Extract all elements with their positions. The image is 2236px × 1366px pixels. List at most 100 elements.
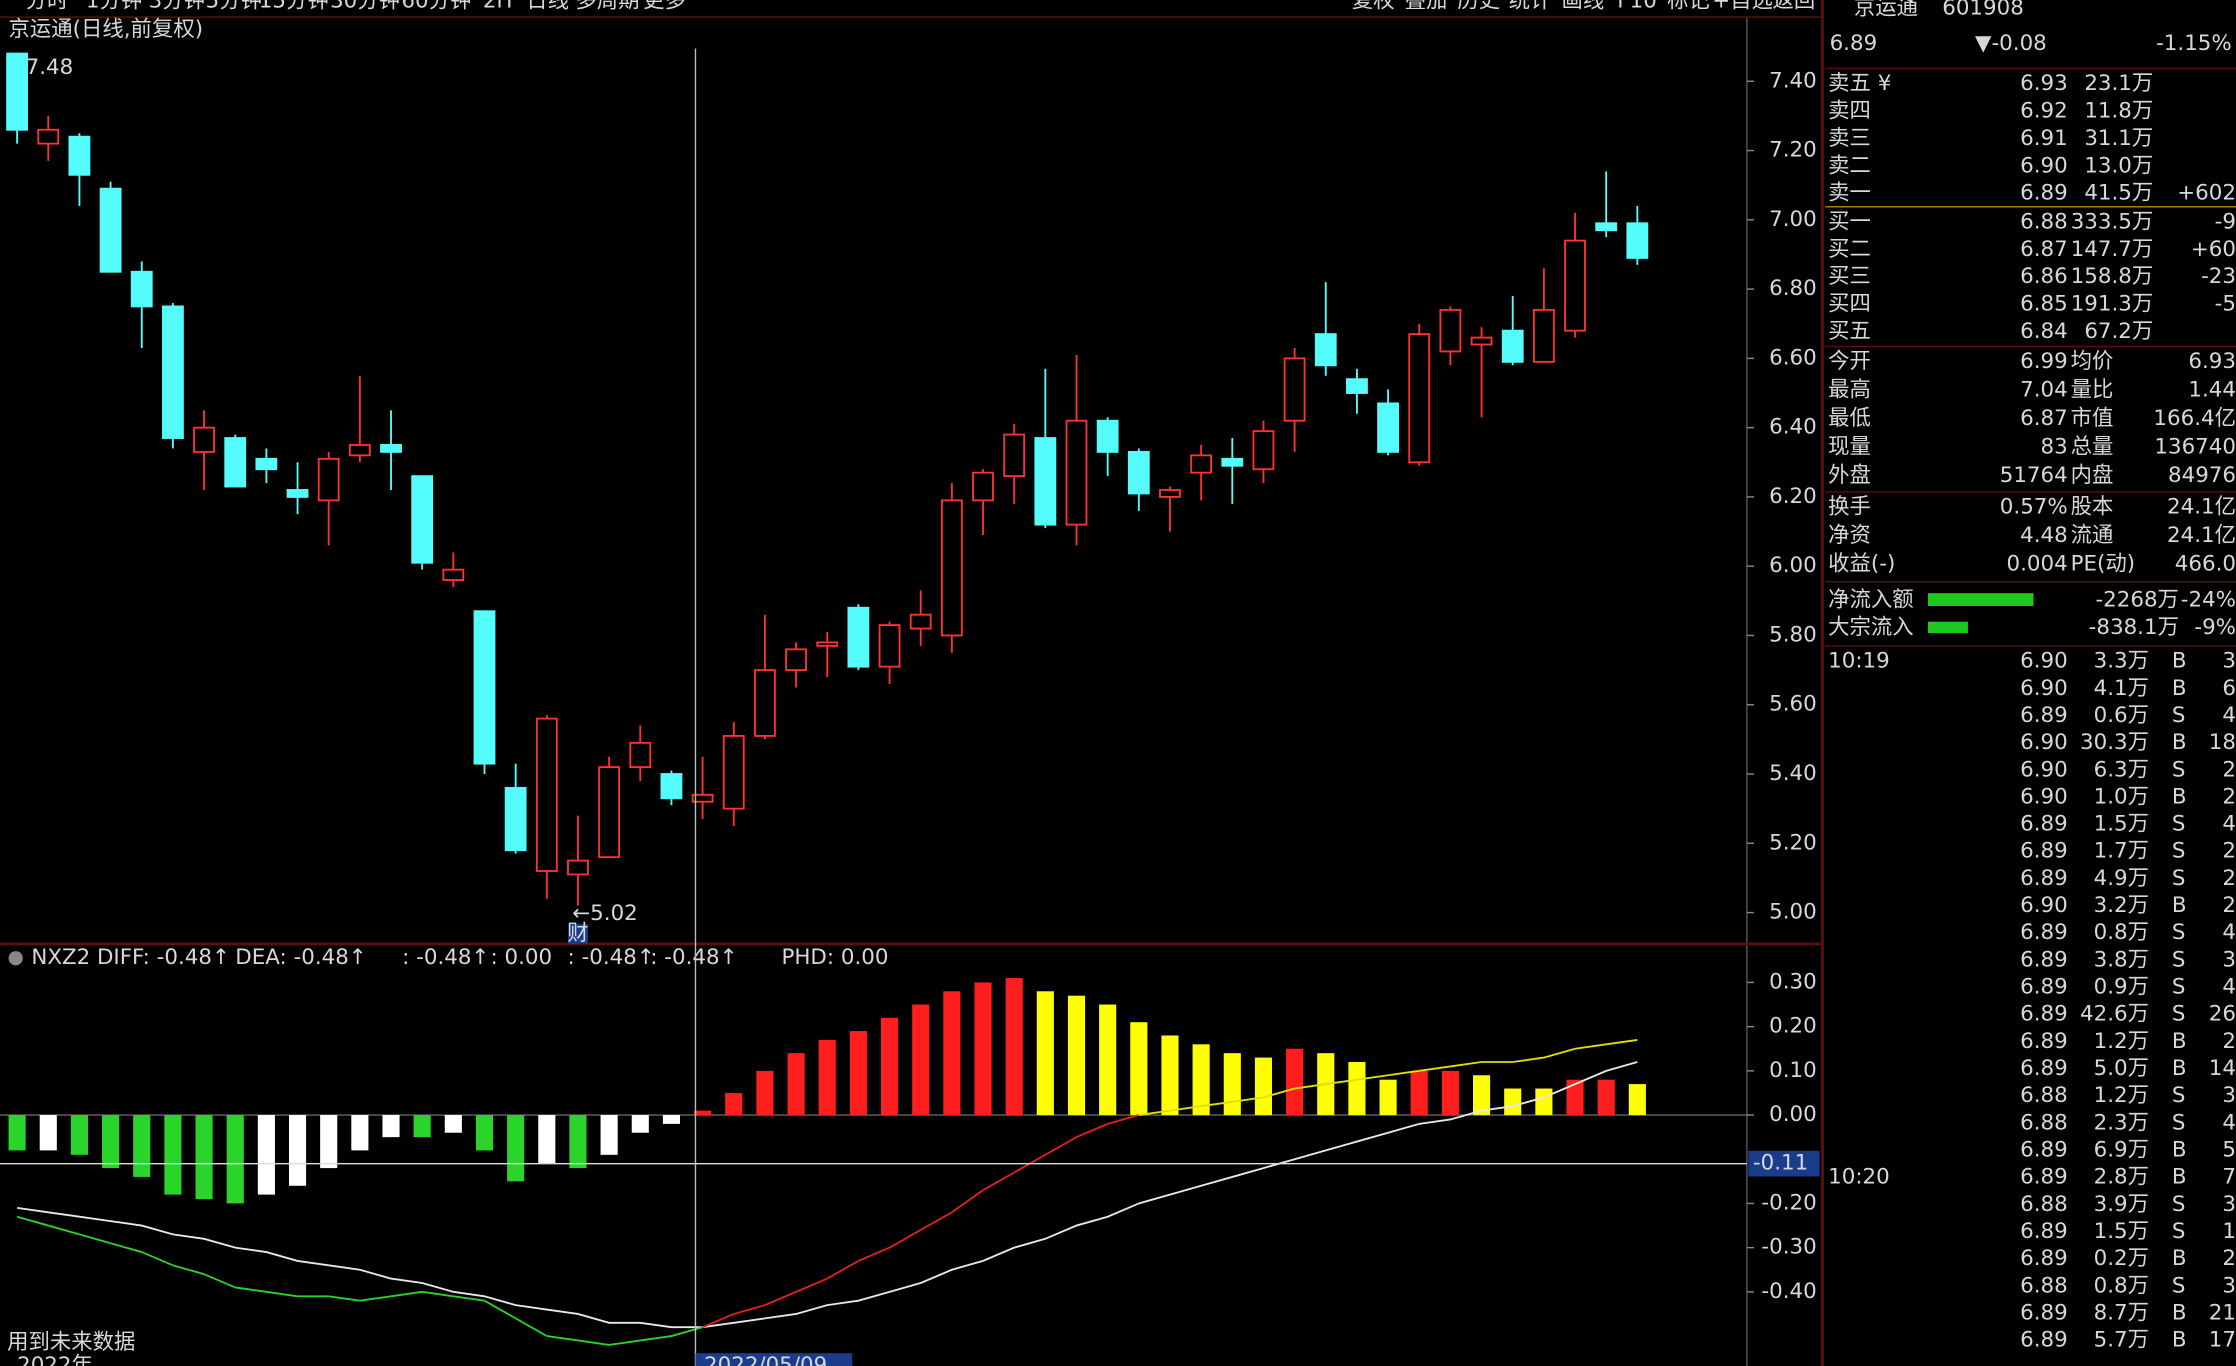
tick-count: 1 <box>2222 1219 2236 1244</box>
candle-body <box>1408 333 1431 464</box>
candle-body <box>847 606 870 668</box>
indicator-line-segment <box>1232 1096 1264 1103</box>
y-tick-label: 5.00 <box>1769 900 1817 925</box>
indicator-line-segment <box>235 1286 267 1293</box>
flow-pct: -9% <box>2194 615 2236 640</box>
stat-label: 收益(-) <box>1828 552 1895 577</box>
period-tab[interactable]: 60分钟 <box>401 0 471 13</box>
stat-value: 0.57% <box>2000 495 2068 520</box>
histogram-bar <box>1099 1004 1117 1116</box>
flow-pct: -24% <box>2181 587 2236 612</box>
toolbar-button[interactable]: 叠加 <box>1405 0 1448 13</box>
tick-side: B <box>2172 1029 2187 1054</box>
stat-value: 6.87 <box>2020 406 2068 431</box>
tick-volume: 0.8万 <box>2094 1273 2149 1298</box>
candle-body <box>255 457 278 471</box>
toolbar-button[interactable]: 复权 <box>1352 0 1395 13</box>
stat-value: 1.44 <box>2188 378 2236 403</box>
candle-body <box>1003 433 1026 478</box>
period-tab[interactable]: 5分钟 <box>206 0 262 13</box>
stat-label: 净资 <box>1828 523 1871 548</box>
tick-side: B <box>2172 1246 2187 1271</box>
period-tab[interactable]: 3分钟 <box>149 0 205 13</box>
histogram-bar <box>70 1115 88 1155</box>
toolbar-button[interactable]: 统计 <box>1509 0 1552 13</box>
indicator-line-segment <box>1201 1100 1233 1108</box>
tick-count: 6 <box>2222 676 2236 701</box>
tick-count: 7 <box>2222 1165 2236 1190</box>
tick-volume: 3.2万 <box>2094 893 2149 918</box>
candle-body <box>878 624 901 668</box>
tick-side: B <box>2172 649 2187 674</box>
tick-price: 6.89 <box>2020 1246 2068 1271</box>
tick-price: 6.89 <box>2020 1165 2068 1190</box>
indicator-icon <box>8 951 23 966</box>
tick-side: B <box>2172 1056 2187 1081</box>
candle-body <box>1314 333 1337 367</box>
indicator-line-segment <box>764 1291 797 1306</box>
toolbar-button[interactable]: +自选 <box>1712 0 1773 13</box>
indicator-line-segment <box>390 1290 423 1298</box>
event-badge <box>567 923 588 944</box>
tick-side: S <box>2172 1219 2186 1244</box>
candle-body <box>1501 329 1524 363</box>
last-price: 6.89 <box>1830 31 1878 56</box>
tick-count: 14 <box>2209 1056 2236 1081</box>
book-change: +602 <box>2177 181 2236 206</box>
y-tick-label: -0.30 <box>1761 1235 1816 1260</box>
tick-count: 2 <box>2222 839 2236 864</box>
tick-volume: 2.8万 <box>2094 1165 2149 1190</box>
low-label: ←5.02 <box>572 901 638 926</box>
tick-volume: 42.6万 <box>2080 1002 2149 1027</box>
footer-note: 用到未来数据 <box>7 1330 135 1355</box>
toolbar-button[interactable]: 画线 <box>1562 0 1605 13</box>
tick-side: S <box>2172 703 2186 728</box>
book-price: 6.92 <box>2020 99 2068 124</box>
histogram-bar <box>1192 1044 1210 1116</box>
candle-body <box>1595 222 1618 232</box>
y-tick-label: 6.40 <box>1769 415 1817 440</box>
period-tab[interactable]: 2H <box>483 0 513 13</box>
period-tab[interactable]: 多周期 <box>575 0 639 13</box>
toolbar-button[interactable]: 历史 <box>1457 0 1500 13</box>
period-tab[interactable]: 分时 <box>26 0 69 13</box>
book-price: 6.86 <box>2020 264 2068 289</box>
indicator-line-segment <box>858 1246 890 1262</box>
toolbar-button[interactable]: F10 <box>1617 0 1657 13</box>
indicator-line-segment <box>1107 1114 1140 1125</box>
indicator-legend: : 0.00 <box>491 945 553 970</box>
candle-body <box>1470 336 1493 346</box>
period-tab[interactable]: 1分钟 <box>86 0 142 13</box>
histogram-bar <box>569 1115 587 1169</box>
book-volume: 11.8万 <box>2084 99 2153 124</box>
period-tab[interactable]: 更多 <box>643 0 686 13</box>
book-label: 卖一 <box>1828 181 1871 206</box>
tick-side: B <box>2172 676 2187 701</box>
candle-body <box>1252 430 1275 471</box>
period-tab[interactable]: 日线 <box>526 0 569 13</box>
candle-body <box>1221 457 1244 467</box>
book-change: -23 <box>2201 264 2236 289</box>
tick-count: 3 <box>2222 947 2236 972</box>
tick-count: 3 <box>2222 1192 2236 1217</box>
stat-label: 现量 <box>1828 435 1871 460</box>
candle-body <box>940 499 963 637</box>
stat-label: 总量 <box>2071 435 2114 460</box>
period-tab[interactable]: 15分钟 <box>259 0 329 13</box>
candle-body <box>286 489 309 498</box>
crosshair-label: -0.11 <box>1753 1151 1808 1176</box>
indicator-line-segment <box>48 1224 80 1236</box>
tick-count: 2 <box>2222 866 2236 891</box>
tick-volume: 8.7万 <box>2094 1301 2149 1326</box>
high-label: 7.48 <box>26 55 74 80</box>
histogram-bar <box>943 991 961 1116</box>
indicator-legend: DIFF: -0.48↑ <box>97 945 230 970</box>
period-tab[interactable]: 30分钟 <box>330 0 400 13</box>
indicator-line-segment <box>546 1335 579 1342</box>
histogram-bar <box>1504 1088 1522 1116</box>
histogram-bar <box>507 1115 525 1182</box>
stat-label: 外盘 <box>1828 463 1871 488</box>
candle-body <box>442 568 465 581</box>
toolbar-button[interactable]: 返回 <box>1773 0 1816 13</box>
toolbar-button[interactable]: 标记 <box>1667 0 1710 13</box>
